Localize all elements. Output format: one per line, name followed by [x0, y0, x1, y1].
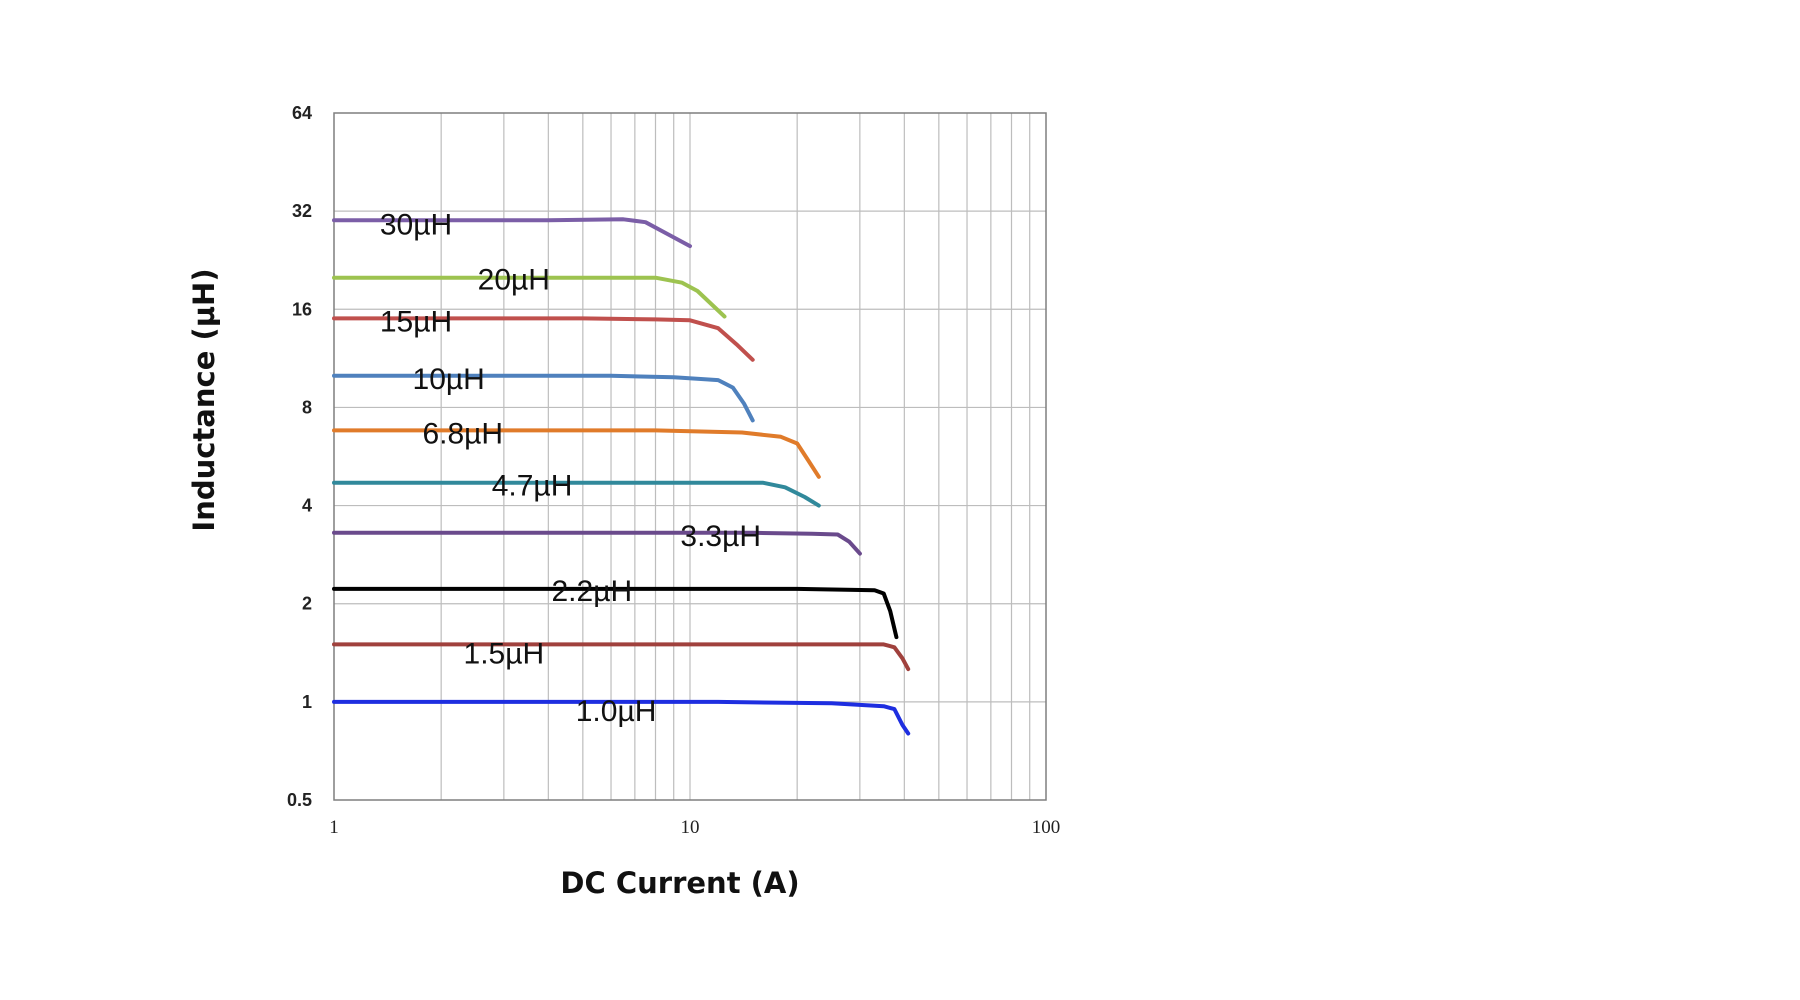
series-line — [332, 217, 692, 249]
series-label: 3.3µH — [680, 520, 761, 553]
series-label: 30µH — [380, 208, 452, 241]
y-tick-label: 4 — [302, 496, 312, 516]
y-axis-title: Inductance (µH) — [187, 268, 221, 531]
series-label: 2.2µH — [552, 575, 633, 608]
series-label: 20µH — [478, 264, 550, 297]
x-tick-label: 100 — [1032, 817, 1061, 838]
y-tick-label: 16 — [292, 299, 312, 319]
x-tick-label: 10 — [681, 817, 700, 838]
x-axis-ticks: 1 10 100 — [329, 817, 1060, 838]
y-axis-ticks: 0.5 1 2 4 8 16 32 64 — [287, 103, 312, 810]
series-line — [332, 275, 727, 319]
series-label: 10µH — [413, 363, 485, 396]
series-line — [332, 316, 755, 362]
series-line — [332, 699, 911, 736]
series-line — [332, 642, 911, 672]
series-label: 1.5µH — [464, 637, 545, 670]
series-lines — [332, 217, 911, 736]
y-tick-label: 8 — [302, 397, 312, 417]
y-tick-label: 32 — [292, 201, 312, 221]
series-line — [332, 428, 821, 479]
series-label: 4.7µH — [492, 470, 573, 503]
series-label: 6.8µH — [422, 417, 503, 450]
y-tick-label: 1 — [302, 692, 312, 712]
x-axis-title: DC Current (A) — [560, 866, 799, 900]
series-label: 1.0µH — [576, 695, 657, 728]
plot-area-frame — [333, 112, 1047, 801]
y-tick-label: 64 — [292, 103, 312, 123]
series-line — [332, 586, 899, 640]
series-line — [332, 480, 821, 508]
y-tick-label: 2 — [302, 594, 312, 614]
x-tick-label: 1 — [329, 817, 339, 838]
series-label: 15µH — [380, 305, 452, 338]
series-labels: 30µH 20µH 15µH 10µH 6.8µH 4.7µH 3.3µH 2.2µH1.5µ… — [380, 208, 761, 728]
series-line — [332, 373, 755, 423]
y-tick-label: 0.5 — [287, 790, 312, 810]
series-line — [332, 530, 862, 556]
